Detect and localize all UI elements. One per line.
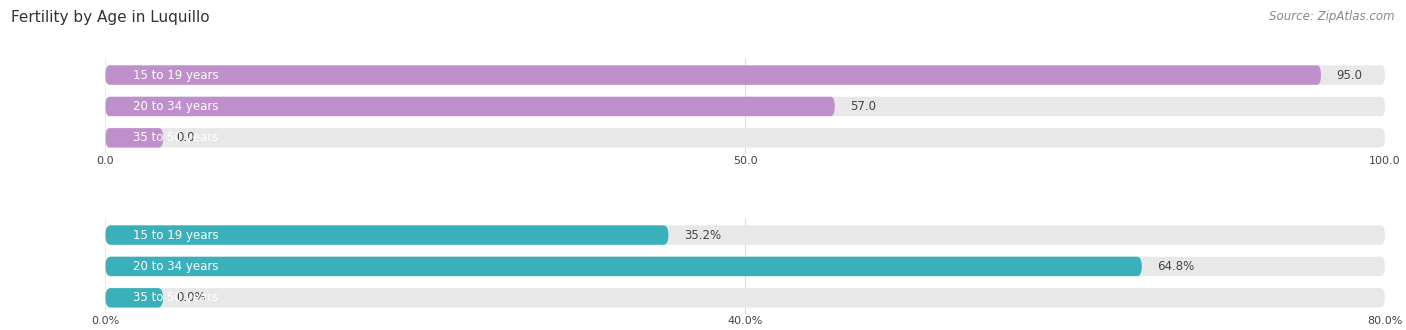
Text: Source: ZipAtlas.com: Source: ZipAtlas.com [1270,10,1395,23]
FancyBboxPatch shape [105,65,1322,85]
FancyBboxPatch shape [105,65,1385,85]
FancyBboxPatch shape [105,97,1385,116]
FancyBboxPatch shape [105,128,1385,148]
Text: 20 to 34 years: 20 to 34 years [134,260,218,273]
Text: 35 to 50 years: 35 to 50 years [134,291,218,304]
FancyBboxPatch shape [105,257,1385,276]
FancyBboxPatch shape [105,225,668,245]
Text: 64.8%: 64.8% [1157,260,1195,273]
FancyBboxPatch shape [105,257,1142,276]
FancyBboxPatch shape [105,225,1385,245]
Text: 57.0: 57.0 [851,100,876,113]
Text: 35.2%: 35.2% [683,229,721,242]
Text: 35 to 50 years: 35 to 50 years [134,131,218,144]
Text: 95.0: 95.0 [1336,69,1362,82]
FancyBboxPatch shape [105,128,163,148]
FancyBboxPatch shape [105,288,1385,308]
Text: 0.0%: 0.0% [176,291,205,304]
Text: 15 to 19 years: 15 to 19 years [134,69,218,82]
FancyBboxPatch shape [105,97,835,116]
Text: 15 to 19 years: 15 to 19 years [134,229,218,242]
Text: 20 to 34 years: 20 to 34 years [134,100,218,113]
Text: 0.0: 0.0 [176,131,194,144]
Text: Fertility by Age in Luquillo: Fertility by Age in Luquillo [11,10,209,25]
FancyBboxPatch shape [105,288,163,308]
